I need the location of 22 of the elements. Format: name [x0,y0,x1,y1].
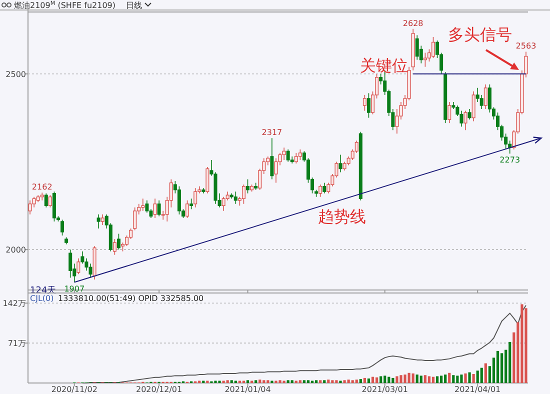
x-tick-label: 2021/01/04 [224,385,271,394]
y-tick-label: 142万 [2,299,26,308]
chart-subtitle: 1333810.00(51:49) OPID 332585.00 [58,294,204,303]
y-tick-label: 2500 [6,70,26,79]
y-tick-label: 71万 [8,339,26,348]
x-tick-label: 2021/04/01 [454,385,501,394]
annotation: 1907 [64,284,85,294]
annotation: 趋势线 [318,207,366,226]
annotation: 2273 [500,156,520,165]
y-tick-label: 2000 [6,246,26,255]
x-tick-label: 2021/03/01 [362,385,408,394]
annotation: 关键位 [360,56,408,75]
x-tick-label: 2020/12/01 [136,385,182,394]
chart-title: 燃油2109$^{M}$ (SHFE fu2109) [14,0,116,10]
annotation: 2563 [516,42,536,51]
chart-title: CJL(0) [30,294,54,303]
x-tick-label: 2020/11/02 [51,385,98,394]
chart-subtitle: 日线 [126,1,142,10]
annotation: 2162 [32,182,52,192]
annotation: 多头信号 [448,25,512,44]
annotation: 2317 [262,128,282,138]
annotation: 2628 [402,18,424,28]
